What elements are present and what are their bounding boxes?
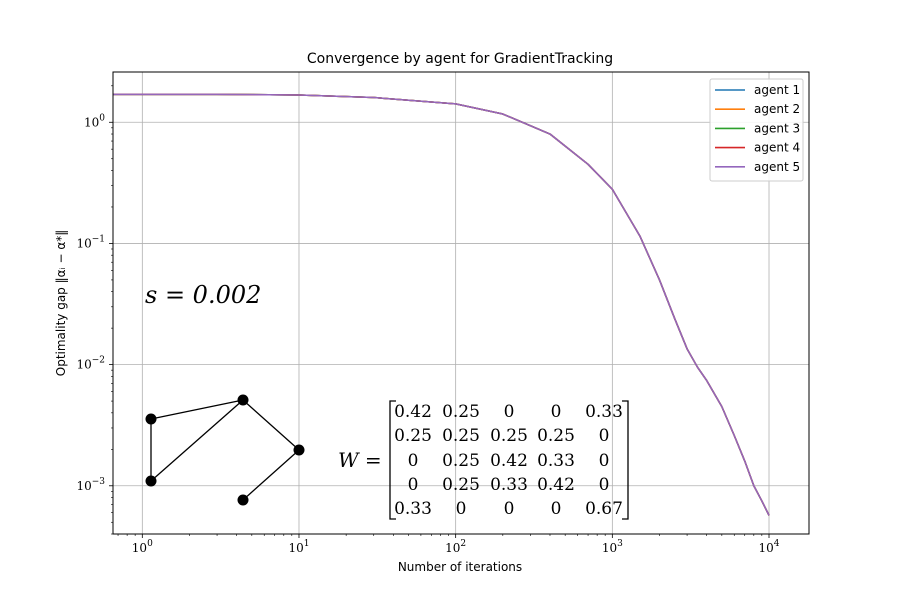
graph-node [237,494,249,506]
legend-label: agent 5 [754,160,800,174]
x-tick-label: 102 [445,539,466,555]
matrix-cell: 0 [408,451,419,471]
matrix-cell: 0 [599,451,610,471]
matrix-cell: 0 [599,475,610,495]
matrix-bracket-left [389,400,396,520]
x-tick-label: 101 [288,539,309,555]
y-axis-label: Optimality gap ‖αᵢ − α*‖ [54,230,68,376]
matrix-cell: 0 [456,499,467,519]
matrix-cell: 0.42 [490,451,528,471]
y-tick-label: 10−2 [76,356,105,372]
chart-title: Convergence by agent for GradientTrackin… [307,51,613,67]
matrix-cell: 0 [408,475,419,495]
grid-layer [113,72,809,534]
legend-label: agent 2 [754,102,800,116]
matrix-cell: 0 [599,426,610,446]
graph-node [145,413,157,425]
matrix-cell: 0.33 [490,475,528,495]
matrix-cell: 0.25 [442,475,480,495]
annotation-layer: s = 0.002 W = 0.42 0.25 0 0 0.33 0.25 0.25 0.25 0.… [145,281,629,520]
graph-node [145,475,157,487]
graph-edge [242,449,300,501]
matrix-cell: 0.33 [537,451,575,471]
plot-frame [112,71,810,535]
legend-label: agent 4 [754,141,800,155]
matrix-cell: 0 [551,499,562,519]
matrix-cell: 0 [504,499,515,519]
y-tick-label: 100 [84,113,105,129]
matrix-cell: 0.33 [585,402,623,422]
y-tick-label: 10−3 [76,477,105,493]
legend: agent 1 agent 2 agent 3 agent 4 agent 5 [709,78,804,182]
matrix-label: W = [338,448,382,472]
series-layer [113,93,770,516]
s-annotation: s = 0.002 [145,281,261,309]
graph-edge [150,399,244,482]
matrix-cell: 0.25 [394,426,432,446]
graph-edge [242,399,300,451]
matrix-cell: 0.25 [442,426,480,446]
matrix-cell: 0.67 [585,499,623,519]
matrix-cell: 0.42 [394,402,432,422]
matrix-bracket-right [622,400,629,520]
series-line-agent-5 [113,93,770,516]
y-tick-label: 10−1 [76,234,105,250]
tick-layer: 100 101 102 103 104 100 10−1 10−2 10−3 [76,85,780,555]
legend-label: agent 3 [754,121,800,135]
x-tick-label: 103 [602,539,623,555]
graph-node [293,444,305,456]
matrix-cell: 0.25 [442,402,480,422]
graph-edge [150,399,244,420]
x-tick-label: 104 [758,539,779,555]
matrix-cell: 0.33 [394,499,432,519]
matrix-cell: 0.42 [537,475,575,495]
matrix-cell: 0 [551,402,562,422]
x-tick-label: 100 [132,539,153,555]
matrix-cell: 0.25 [442,451,480,471]
matrix-cell: 0.25 [490,426,528,446]
legend-box [709,78,804,182]
legend-label: agent 1 [754,83,800,97]
matrix-cell: 0.25 [537,426,575,446]
graph-node [237,394,249,406]
x-axis-label: Number of iterations [398,560,522,574]
matrix-cell: 0 [504,402,515,422]
